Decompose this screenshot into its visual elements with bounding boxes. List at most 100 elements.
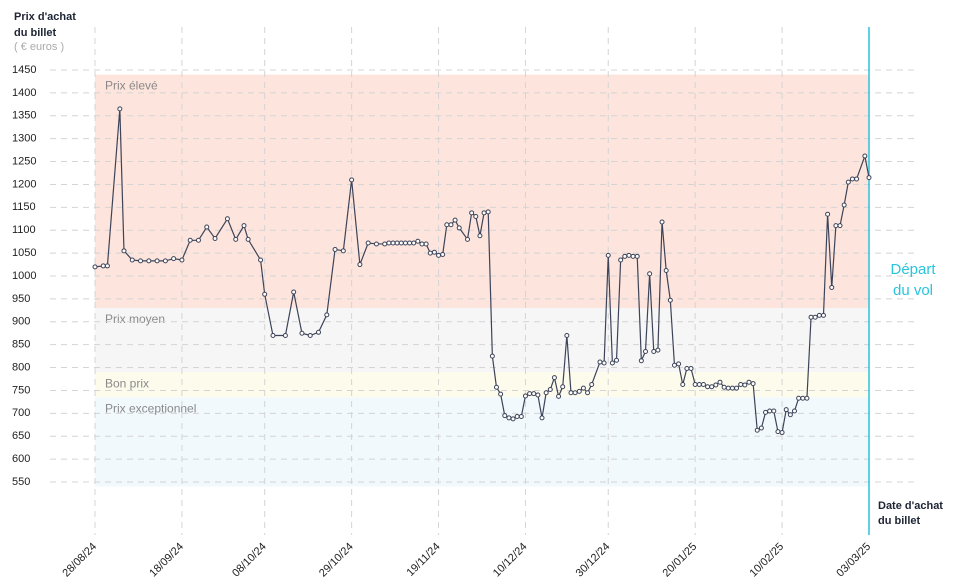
price-point — [651, 349, 657, 355]
price-point — [502, 413, 508, 419]
y-tick-label: 1000 — [12, 270, 36, 282]
x-tick-label: 28/08/24 — [60, 541, 99, 580]
price-point — [386, 240, 392, 246]
price-point — [854, 176, 860, 182]
y-tick-label: 1250 — [12, 155, 36, 167]
price-point — [734, 385, 740, 391]
price-point — [324, 312, 330, 318]
y-tick-label: 1450 — [12, 64, 36, 76]
y-tick-label: 950 — [12, 293, 30, 305]
price-point — [465, 236, 471, 242]
zone-label: Bon prix — [105, 376, 149, 390]
y-tick-label: 1300 — [12, 133, 36, 145]
price-point — [580, 385, 586, 391]
x-tick-label: 20/01/25 — [661, 541, 700, 580]
price-point — [485, 209, 491, 215]
price-point — [473, 213, 479, 219]
price-point — [270, 333, 276, 339]
price-point — [796, 395, 802, 401]
price-point — [775, 429, 781, 435]
y-tick-label: 900 — [12, 316, 30, 328]
price-point — [493, 384, 499, 390]
price-point — [469, 210, 475, 216]
price-point — [448, 222, 454, 228]
price-point — [787, 412, 793, 418]
price-point — [291, 289, 297, 295]
price-point — [245, 236, 251, 242]
y-tick-label: 1050 — [12, 247, 36, 259]
price-point — [758, 425, 764, 431]
price-point — [833, 223, 839, 229]
price-point — [692, 381, 698, 387]
price-zone — [95, 397, 869, 487]
price-point — [642, 349, 648, 355]
price-point — [601, 360, 607, 366]
price-point — [154, 258, 160, 264]
price-point — [452, 217, 458, 223]
price-point — [754, 427, 760, 433]
price-point — [129, 257, 135, 263]
price-point — [440, 251, 446, 257]
price-point — [299, 330, 305, 336]
price-point — [709, 384, 715, 390]
price-point — [750, 381, 756, 387]
price-point — [688, 365, 694, 371]
price-point — [676, 361, 682, 367]
price-point — [634, 253, 640, 259]
price-point — [423, 241, 429, 247]
departure-label: du vol — [893, 282, 933, 299]
price-point — [349, 177, 355, 183]
price-point — [597, 359, 603, 365]
price-point — [510, 416, 516, 422]
price-point — [527, 391, 533, 397]
price-point — [609, 360, 615, 366]
x-tick-label: 18/09/24 — [147, 541, 186, 580]
price-point — [808, 314, 814, 320]
price-point — [407, 240, 413, 246]
price-point — [357, 262, 363, 268]
x-tick-label: 10/12/24 — [491, 541, 530, 580]
y-axis-title: du billet — [14, 27, 57, 39]
y-tick-label: 600 — [12, 453, 30, 465]
price-point — [791, 408, 797, 414]
price-point — [262, 291, 268, 297]
price-point — [498, 391, 504, 397]
price-point — [204, 224, 210, 230]
x-tick-label: 29/10/24 — [317, 541, 356, 580]
price-point — [531, 391, 537, 397]
price-point — [415, 238, 421, 244]
y-tick-label: 650 — [12, 430, 30, 442]
price-point — [671, 362, 677, 368]
price-point — [638, 358, 644, 364]
y-tick-label: 1350 — [12, 110, 36, 122]
price-point — [729, 385, 735, 391]
price-point — [547, 387, 553, 393]
price-point — [589, 381, 595, 387]
y-tick-label: 1200 — [12, 178, 36, 190]
price-point — [419, 241, 425, 247]
price-point — [721, 384, 727, 390]
price-point — [572, 390, 578, 396]
price-point — [171, 256, 177, 262]
plot: Départ du vol — [92, 27, 936, 535]
price-point — [146, 258, 152, 264]
price-point — [725, 385, 731, 391]
price-point — [605, 252, 611, 258]
price-point — [742, 382, 748, 388]
price-point — [551, 375, 557, 381]
price-point — [700, 381, 706, 387]
price-point — [800, 395, 806, 401]
y-tick-label: 550 — [12, 476, 30, 488]
price-point — [518, 414, 524, 420]
price-point — [436, 252, 442, 258]
price-point — [138, 258, 144, 264]
price-point — [717, 379, 723, 385]
price-point — [316, 329, 322, 335]
price-point — [696, 381, 702, 387]
price-point — [767, 408, 773, 414]
price-point — [837, 223, 843, 229]
price-point — [663, 268, 669, 274]
price-point — [804, 395, 810, 401]
price-point — [187, 237, 193, 243]
price-point — [866, 175, 872, 181]
